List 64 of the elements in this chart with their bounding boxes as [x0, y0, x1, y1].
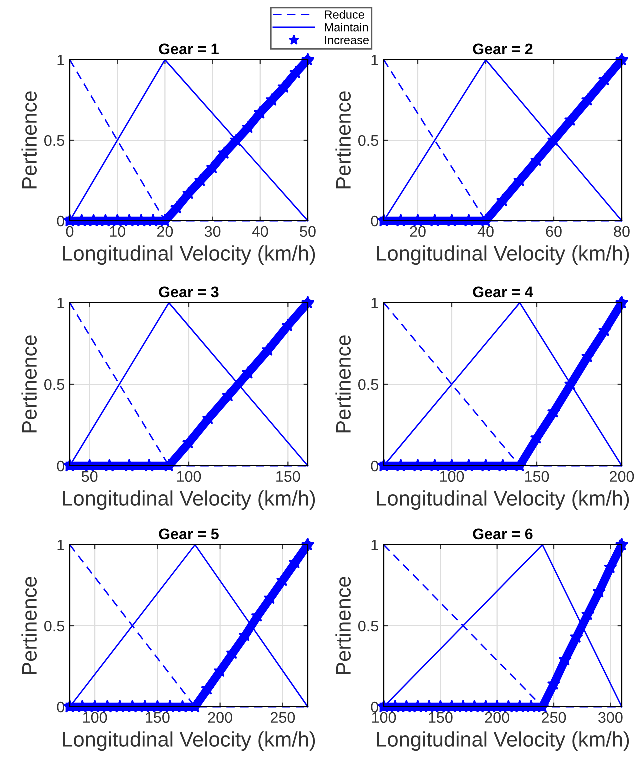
y-tick-label: 0 [371, 460, 379, 472]
legend-label: Increase [325, 36, 369, 44]
x-tick-label: 200 [485, 712, 510, 724]
x-tick-label: 200 [610, 471, 634, 482]
x-axis-title: Longitudinal Velocity (km/h) [377, 490, 630, 510]
y-tick-label: 1 [372, 298, 378, 309]
y-tick-label: 1 [58, 298, 64, 309]
x-axis-title: Longitudinal Velocity (km/h) [63, 246, 316, 266]
x-tick-label: 20 [157, 226, 174, 238]
x-tick-label: 300 [598, 712, 623, 724]
y-tick-label: 0 [57, 460, 65, 472]
y-tick-label: 0 [371, 216, 379, 227]
y-tick-label: 0 [57, 702, 65, 713]
x-tick-label: 40 [252, 226, 268, 238]
legend-label: Maintain [325, 23, 368, 32]
x-axis-title: Longitudinal Velocity (km/h) [63, 490, 316, 510]
y-tick-label: 1 [58, 540, 64, 551]
chart-title: Gear = 2 [473, 44, 533, 55]
x-axis-title: Longitudinal Velocity (km/h) [63, 732, 316, 752]
y-axis-title: Pertinence [22, 92, 38, 189]
y-tick-label: 0.5 [44, 620, 64, 632]
x-tick-label: 0 [66, 226, 74, 238]
chart-title: Gear = 3 [159, 286, 219, 298]
legend-label: Reduce [325, 10, 364, 19]
y-tick-label: 1 [372, 55, 378, 66]
y-axis-title: Pertinence [336, 577, 352, 674]
x-tick-label: 250 [542, 712, 566, 724]
y-axis-title: Pertinence [336, 92, 352, 189]
x-tick-label: 80 [614, 226, 630, 238]
y-axis-title: Pertinence [336, 336, 352, 433]
y-tick-label: 1 [372, 540, 378, 551]
x-tick-label: 200 [208, 712, 232, 724]
y-tick-label: 0.5 [44, 135, 64, 146]
x-axis-title: Longitudinal Velocity (km/h) [377, 732, 630, 752]
x-tick-label: 100 [83, 712, 108, 724]
x-tick-label: 100 [177, 471, 202, 482]
y-tick-label: 0.5 [358, 379, 378, 390]
y-tick-label: 0.5 [358, 135, 378, 146]
x-tick-label: 50 [300, 226, 316, 238]
x-tick-label: 150 [429, 712, 453, 724]
y-tick-label: 0.5 [44, 379, 64, 390]
x-tick-label: 10 [110, 226, 126, 238]
x-tick-label: 60 [546, 226, 562, 238]
y-axis-title: Pertinence [22, 336, 38, 433]
x-tick-label: 50 [82, 471, 98, 482]
x-tick-label: 100 [372, 712, 396, 724]
y-axis-title: Pertinence [22, 577, 38, 674]
chart-title: Gear = 6 [473, 528, 533, 540]
x-tick-label: 150 [146, 712, 170, 724]
y-tick-label: 0.5 [358, 620, 378, 632]
x-axis-title: Longitudinal Velocity (km/h) [377, 246, 630, 266]
y-tick-label: 1 [58, 55, 64, 66]
chart-title: Gear = 5 [159, 528, 219, 540]
y-tick-label: 0 [371, 702, 379, 713]
x-tick-label: 150 [525, 471, 550, 482]
x-tick-label: 30 [204, 226, 221, 238]
y-tick-label: 0 [57, 216, 65, 227]
x-tick-label: 40 [478, 226, 494, 238]
x-tick-label: 250 [270, 712, 296, 724]
chart-title: Gear = 1 [159, 44, 219, 55]
x-tick-label: 20 [410, 226, 426, 238]
x-tick-label: 100 [440, 471, 464, 482]
chart-title: Gear = 4 [473, 286, 534, 298]
x-tick-label: 150 [276, 471, 300, 482]
